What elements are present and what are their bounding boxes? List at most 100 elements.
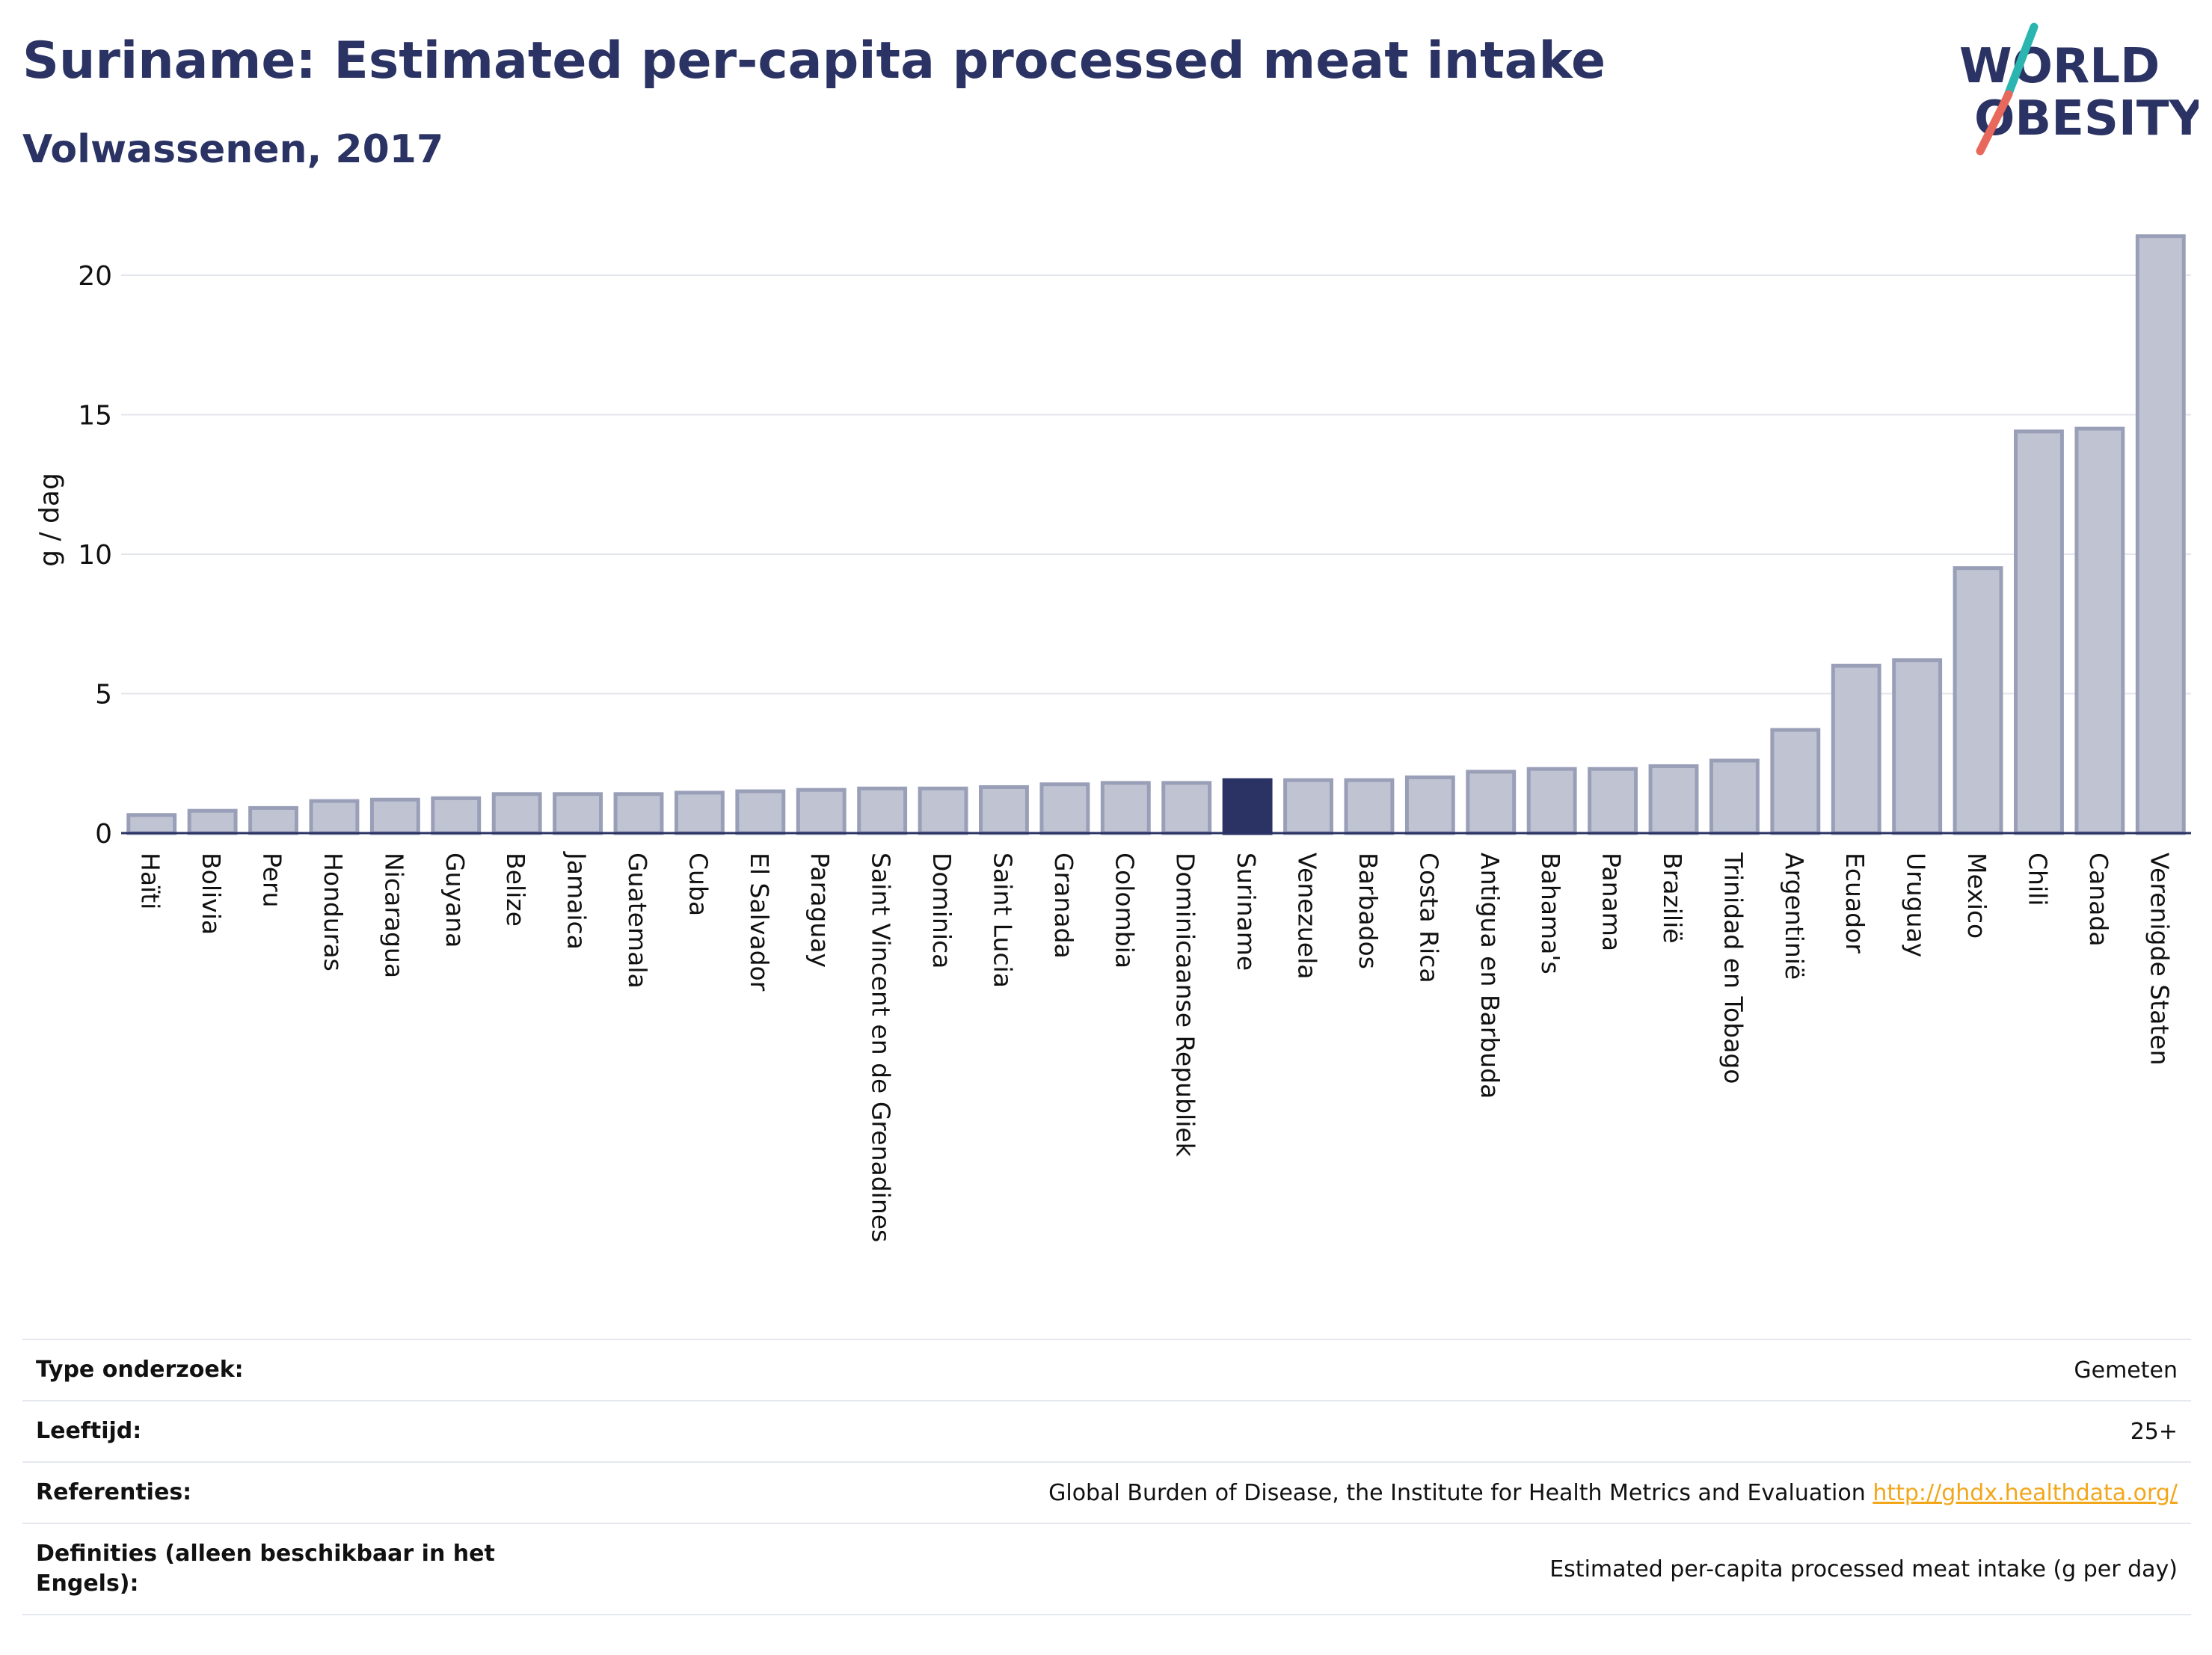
x-tick-label: Belize <box>501 853 530 927</box>
x-tick-label: Verenigde Staten <box>2145 853 2174 1066</box>
info-row-age: Leeftijd: 25+ <box>22 1401 2191 1462</box>
bar <box>2074 426 2125 835</box>
x-tick-label: Antigua en Barbuda <box>1475 853 1505 1099</box>
logo-slash-bottom-icon <box>1976 90 2013 156</box>
bar <box>1466 770 1517 835</box>
info-key: Definities (alleen beschikbaar in het En… <box>36 1541 495 1597</box>
bar <box>1892 658 1943 835</box>
x-tick-label: Bahama's <box>1536 853 1565 974</box>
x-tick-label: Colombia <box>1110 853 1139 968</box>
x-tick-label: Dominica <box>927 853 956 968</box>
world-obesity-logo: WORLD OBESITY <box>1959 22 2199 156</box>
x-tick-label: Nicaragua <box>379 853 408 978</box>
x-tick-label: Canada <box>2084 853 2113 947</box>
x-tick-label: Jamaica <box>562 851 592 950</box>
x-tick-label: Panama <box>1597 853 1626 951</box>
x-tick-label: Venezuela <box>1293 853 1322 979</box>
bars <box>121 234 2191 835</box>
info-row-references: Referenties: Global Burden of Disease, t… <box>22 1462 2191 1523</box>
bar <box>187 808 238 835</box>
y-tick-label: 20 <box>78 261 112 292</box>
x-tick-label: Guatemala <box>623 853 652 989</box>
x-tick-label: Barbados <box>1354 853 1383 969</box>
bar <box>1039 782 1090 835</box>
x-tick-label: Saint Vincent en de Grenadines <box>867 853 896 1242</box>
x-tick-label: Guyana <box>440 853 470 948</box>
y-tick-label: 0 <box>95 819 112 850</box>
info-row-type: Type onderzoek: Gemeten <box>22 1339 2191 1401</box>
bar <box>1100 781 1151 835</box>
info-value: Global Burden of Disease, the Institute … <box>528 1462 2191 1523</box>
x-tick-label: Haïti <box>136 853 165 909</box>
bar <box>1344 778 1395 835</box>
bar <box>674 790 725 835</box>
bar <box>309 799 360 835</box>
bar <box>1283 778 1333 835</box>
bar <box>1588 767 1638 835</box>
bar <box>796 787 847 835</box>
bar-chart: Haïti Bolivia Peru Honduras Nicaragua Guyana B… <box>34 234 2191 1242</box>
x-tick-label: Trinidad en Tobago <box>1718 852 1748 1084</box>
info-key: Leeftijd: <box>36 1418 142 1444</box>
bar <box>491 792 542 835</box>
bar <box>1831 663 1881 835</box>
bar <box>979 784 1029 835</box>
bar <box>1222 778 1273 835</box>
chart-subtitle: Volwassenen, 2017 <box>22 127 444 172</box>
bar <box>1648 764 1699 835</box>
bar <box>1953 566 2003 835</box>
bar <box>735 789 786 835</box>
bar <box>857 786 908 835</box>
x-tick-label: El Salvador <box>745 853 774 992</box>
logo-word-obesity: OBESITY <box>1974 91 2199 147</box>
x-tick-label: Honduras <box>319 853 348 971</box>
bar <box>248 805 298 835</box>
y-tick-label: 10 <box>78 540 112 571</box>
x-tick-label: Costa Rica <box>1414 853 1443 983</box>
x-tick-label: Argentinië <box>1780 853 1809 980</box>
bar <box>2014 429 2064 835</box>
bar <box>1709 758 1760 835</box>
y-axis-label: g / dag <box>34 473 65 567</box>
bar <box>369 797 420 835</box>
reference-text: Global Burden of Disease, the Institute … <box>1048 1479 1866 1506</box>
bar <box>553 792 603 835</box>
x-tick-label: Brazilië <box>1658 853 1687 944</box>
info-row-definitions: Definities (alleen beschikbaar in het En… <box>22 1523 2191 1615</box>
info-key: Referenties: <box>36 1479 192 1505</box>
info-value: 25+ <box>2130 1418 2178 1445</box>
x-tick-label: Peru <box>258 853 287 908</box>
x-tick-label: Mexico <box>1962 853 1991 939</box>
x-tick-label: Suriname <box>1232 853 1261 971</box>
info-value: Estimated per-capita processed meat inta… <box>1549 1556 2178 1582</box>
bar <box>1526 767 1577 835</box>
logo-word-world: WORLD <box>1959 39 2160 94</box>
logo-slash-top-icon <box>2003 22 2039 102</box>
x-tick-label: Uruguay <box>1902 853 1931 957</box>
bar <box>1404 775 1455 835</box>
bar <box>126 813 177 835</box>
gridlines <box>121 274 2191 695</box>
x-tick-label: Paraguay <box>805 853 835 968</box>
bar <box>431 796 482 835</box>
bar <box>613 792 664 835</box>
x-tick-label: Bolivia <box>197 853 226 935</box>
y-tick-label: 5 <box>95 680 112 710</box>
bar <box>918 786 968 835</box>
x-tick-labels: Haïti Bolivia Peru Honduras Nicaragua Guyana B… <box>136 851 2175 1242</box>
x-tick-label: Granada <box>1049 853 1078 959</box>
x-tick-label: Ecuador <box>1840 853 1870 954</box>
x-tick-label: Chili <box>2023 853 2052 906</box>
x-tick-label: Cuba <box>683 853 713 916</box>
bar <box>2135 234 2186 835</box>
chart-title: Suriname: Estimated per-capita processed… <box>22 31 1606 90</box>
x-tick-label: Dominicaanse Republiek <box>1171 853 1200 1158</box>
info-table: Type onderzoek: Gemeten Leeftijd: 25+ Re… <box>22 1339 2191 1615</box>
x-tick-label: Saint Lucia <box>988 853 1017 988</box>
bar <box>1770 728 1821 835</box>
y-tick-label: 15 <box>78 401 112 432</box>
reference-link[interactable]: http://ghdx.healthdata.org/ <box>1872 1479 2178 1506</box>
info-key: Type onderzoek: <box>36 1357 244 1383</box>
info-value: Gemeten <box>2074 1357 2178 1384</box>
y-tick-labels: 0 5 10 15 20 <box>78 261 112 850</box>
